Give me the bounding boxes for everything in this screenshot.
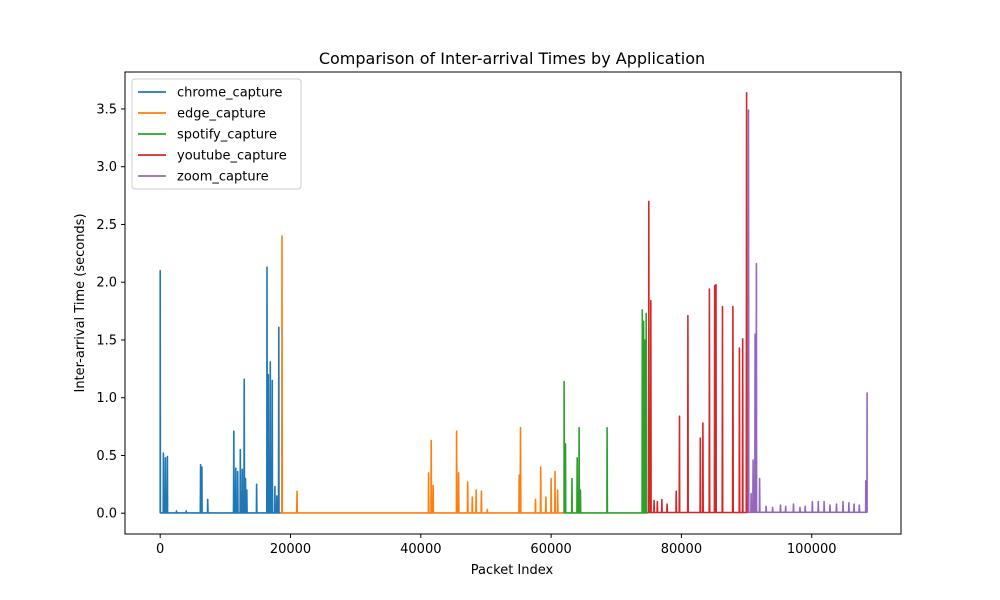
legend: chrome_capture edge_capture spotify_captur… — [131, 78, 302, 190]
series-line-chrome_capture — [159, 266, 281, 514]
y-tick-label: 0.5 — [96, 449, 117, 464]
series-line-zoom_capture — [747, 109, 868, 514]
x-tick-label: 20000 — [270, 542, 311, 557]
legend-label-youtube_capture: youtube_capture — [177, 149, 287, 164]
legend-label-chrome_capture: chrome_capture — [177, 86, 282, 101]
y-tick-label: 1.0 — [96, 391, 117, 406]
series-line-spotify_capture — [563, 309, 648, 514]
legend-label-spotify_capture: spotify_capture — [177, 128, 277, 143]
x-axis-label: Packet Index — [471, 563, 554, 578]
legend-label-edge_capture: edge_capture — [177, 107, 266, 122]
x-tick-label: 80000 — [661, 542, 702, 557]
legend-label-zoom_capture: zoom_capture — [177, 170, 269, 185]
y-tick-label: 3.0 — [96, 160, 117, 175]
y-tick-label: 1.5 — [96, 333, 117, 348]
plot-frame — [124, 71, 902, 535]
y-axis-label: Inter-arrival Time (seconds) — [73, 213, 88, 392]
series-line-edge_capture — [280, 235, 565, 514]
x-tick-label: 0 — [156, 542, 164, 557]
plot-lines — [159, 92, 868, 514]
legend-box — [131, 78, 302, 190]
y-tick-label: 0.0 — [96, 507, 117, 522]
y-tick-label: 3.5 — [96, 102, 117, 117]
x-tick-label: 60000 — [530, 542, 571, 557]
series-line-youtube_capture — [647, 92, 748, 514]
x-axis: 0 20000 40000 60000 80000 100000 — [156, 534, 837, 557]
y-tick-label: 2.5 — [96, 218, 117, 233]
x-tick-label: 40000 — [400, 542, 441, 557]
y-axis: 0.0 0.5 1.0 1.5 2.0 2.5 3.0 3.5 — [96, 102, 125, 522]
x-tick-label: 100000 — [787, 542, 837, 557]
chart-title: Comparison of Inter-arrival Times by App… — [319, 49, 705, 68]
y-tick-label: 2.0 — [96, 276, 117, 291]
